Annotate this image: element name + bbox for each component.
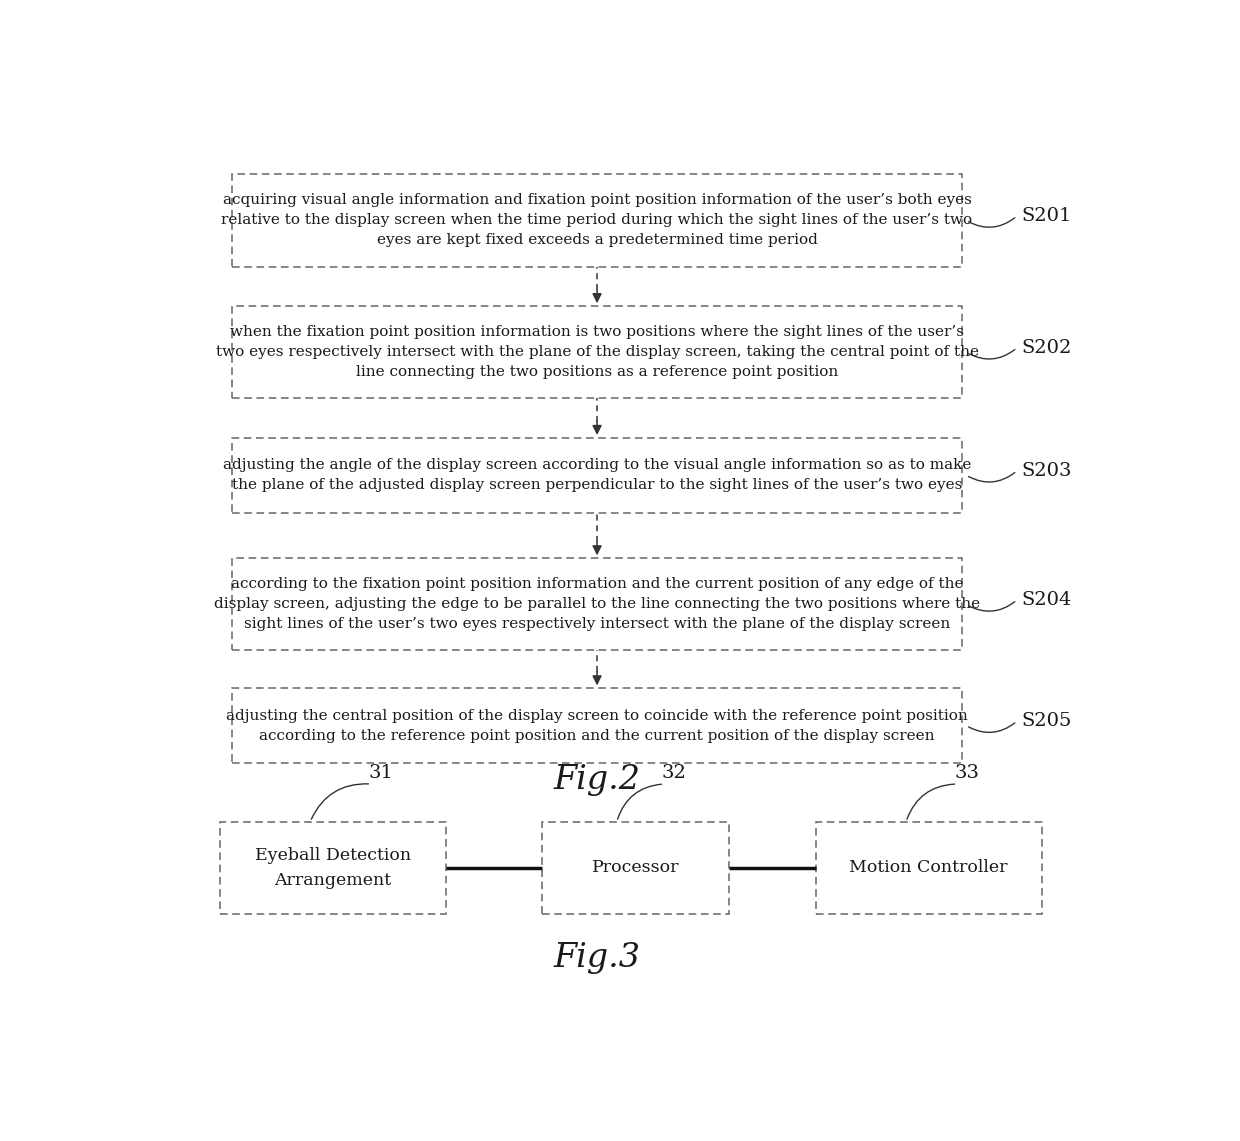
Bar [232,438,962,512]
Text: Fig.2: Fig.2 [553,764,641,796]
Text: acquiring visual angle information and fixation point position information of th: acquiring visual angle information and f… [222,193,972,248]
Text: S202: S202 [1022,339,1073,357]
Text: 31: 31 [368,764,393,783]
Text: S204: S204 [1022,591,1073,609]
Bar [232,175,962,267]
Text: Eyeball Detection
Arrangement: Eyeball Detection Arrangement [254,847,410,889]
Text: Motion Controller: Motion Controller [849,859,1008,876]
Text: when the fixation point position information is two positions where the sight li: when the fixation point position informa… [216,325,978,379]
Text: adjusting the angle of the display screen according to the visual angle informat: adjusting the angle of the display scree… [223,459,971,492]
Bar [219,822,445,914]
Bar [232,688,962,763]
Bar [816,822,1042,914]
Bar [542,822,729,914]
Text: Processor: Processor [591,859,680,876]
Text: Fig.3: Fig.3 [553,942,641,974]
Text: S205: S205 [1022,712,1073,730]
Text: according to the fixation point position information and the current position of: according to the fixation point position… [215,577,980,631]
Bar [232,306,962,398]
Text: 33: 33 [955,764,980,783]
Bar [232,558,962,650]
Text: S203: S203 [1022,462,1073,479]
Text: S201: S201 [1022,207,1073,225]
Text: adjusting the central position of the display screen to coincide with the refere: adjusting the central position of the di… [226,709,968,743]
Text: 32: 32 [661,764,687,783]
